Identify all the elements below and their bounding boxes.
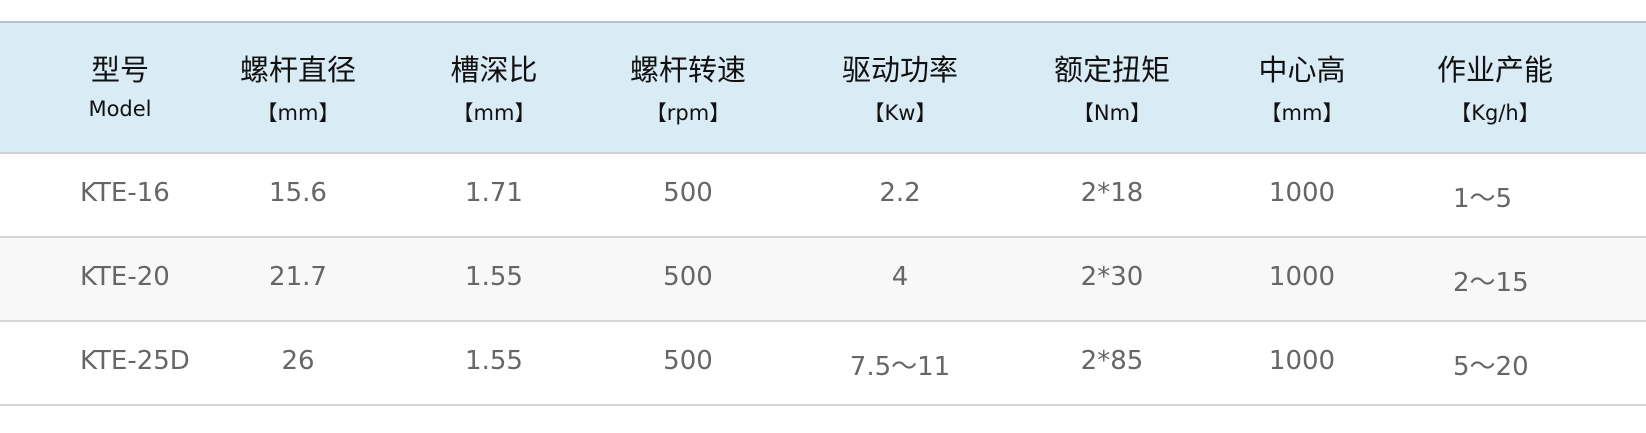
cell-rated-torque: 2*30	[1080, 262, 1144, 292]
cell-rated-torque: 2*18	[1080, 178, 1144, 208]
cell-screw-diameter: 15.6	[269, 178, 327, 208]
header-screw-speed-unit: 【rpm】	[645, 101, 731, 125]
header-capacity-title: 作业产能	[1436, 53, 1554, 87]
cell-center-height: 1000	[1268, 178, 1336, 208]
header-groove-depth-ratio-title: 槽深比	[450, 53, 538, 87]
cell-screw-speed: 500	[663, 346, 713, 376]
table-row: KTE-16 15.6 1.71 500 2.2 2*18 1000 1～5	[0, 154, 1646, 238]
header-center-height-unit: 【mm】	[1260, 101, 1344, 125]
cell-model: KTE-25D	[80, 346, 190, 376]
cell-center-height: 1000	[1268, 346, 1336, 376]
table-row: KTE-25D 26 1.55 500 7.5～11 2*85 1000 5～20	[0, 322, 1646, 406]
header-drive-power-unit: 【Kw】	[863, 101, 937, 125]
cell-rated-torque: 2*85	[1080, 346, 1144, 376]
header-screw-diameter-title: 螺杆直径	[239, 53, 357, 87]
cell-screw-speed: 500	[663, 262, 713, 292]
cell-model: KTE-20	[80, 262, 170, 292]
header-groove-depth-ratio-unit: 【mm】	[452, 101, 536, 125]
header-capacity-unit: 【Kg/h】	[1450, 101, 1540, 125]
cell-center-height: 1000	[1268, 262, 1336, 292]
table-header: 型号 Model 螺杆直径【mm】 槽深比【mm】 螺杆转速【rpm】 驱动功率【Kw】 额…	[0, 21, 1646, 154]
cell-capacity: 1～5	[1453, 184, 1513, 214]
table-row: KTE-20 21.7 1.55 500 4 2*30 1000 2～15	[0, 238, 1646, 322]
cell-groove-depth-ratio: 1.71	[465, 178, 523, 208]
cell-drive-power: 7.5～11	[849, 352, 951, 382]
cell-groove-depth-ratio: 1.55	[465, 346, 523, 376]
cell-capacity: 5～20	[1453, 352, 1529, 382]
cell-screw-speed: 500	[663, 178, 713, 208]
cell-drive-power: 4	[891, 262, 909, 292]
header-drive-power-title: 驱动功率	[841, 53, 959, 87]
header-rated-torque-title: 额定扭矩	[1053, 53, 1171, 87]
header-rated-torque-unit: 【Nm】	[1072, 101, 1152, 125]
cell-model: KTE-16	[80, 178, 170, 208]
cell-capacity: 2～15	[1453, 268, 1529, 298]
header-screw-diameter-unit: 【mm】	[256, 101, 340, 125]
cell-screw-diameter: 21.7	[269, 262, 327, 292]
header-model-unit: Model	[88, 97, 152, 121]
cell-drive-power: 2.2	[879, 178, 921, 208]
cell-groove-depth-ratio: 1.55	[465, 262, 523, 292]
header-screw-speed-title: 螺杆转速	[629, 53, 747, 87]
cell-screw-diameter: 26	[281, 346, 315, 376]
header-center-height-title: 中心高	[1258, 53, 1346, 87]
header-model-title: 型号	[90, 53, 150, 87]
